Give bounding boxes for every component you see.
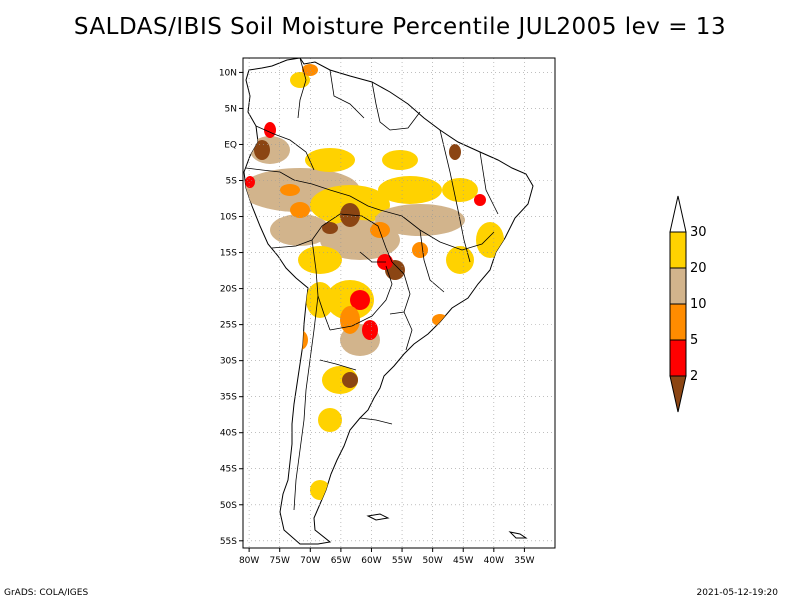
moisture-region — [370, 222, 390, 238]
moisture-region — [382, 150, 418, 170]
lon-tick-label: 60W — [361, 556, 381, 566]
moisture-region — [306, 282, 334, 318]
lon-tick-label: 55W — [392, 556, 412, 566]
moisture-region — [442, 178, 478, 202]
moisture-region — [342, 372, 358, 388]
moisture-region — [446, 246, 474, 274]
lon-tick-label: 75W — [270, 556, 290, 566]
moisture-region — [340, 306, 360, 334]
moisture-region — [298, 246, 342, 274]
colorbar: 30 20 10 5 2 — [669, 195, 707, 413]
plot-frame — [242, 57, 556, 549]
latitude-axis: 10N 5N EQ 5S 10S 15S 20S 25S 30S 35S 40S 45S 50S 55S — [219, 68, 243, 547]
moisture-region — [322, 222, 338, 234]
colorbar-bottom-arrow — [669, 375, 687, 413]
footer-timestamp: 2021-05-12-19:20 — [696, 588, 779, 598]
moisture-region — [474, 194, 486, 206]
lat-tick-label: 10N — [219, 68, 237, 78]
lon-tick-label: 50W — [422, 556, 442, 566]
colorbar-label: 10 — [690, 297, 707, 312]
lat-tick-label: 50S — [220, 501, 237, 511]
moisture-region — [292, 330, 308, 350]
lat-tick-label: 25S — [220, 321, 237, 331]
moisture-region — [305, 148, 355, 172]
lon-tick-label: 70W — [300, 556, 320, 566]
continent-outline — [243, 57, 534, 545]
colorbar-segment — [669, 303, 687, 341]
moisture-region — [476, 222, 504, 258]
lat-tick-label: 5S — [226, 177, 238, 187]
moisture-region — [362, 320, 378, 340]
country-borders — [245, 57, 499, 511]
gridlines — [243, 58, 555, 548]
lon-tick-label: 40W — [484, 556, 504, 566]
lat-tick-label: 35S — [220, 393, 237, 403]
colorbar-label: 5 — [690, 333, 698, 348]
lon-tick-label: 80W — [239, 556, 259, 566]
moisture-region — [318, 408, 342, 432]
lon-tick-label: 65W — [331, 556, 351, 566]
moisture-region — [375, 204, 465, 236]
moisture-region — [290, 202, 310, 218]
moisture-region — [310, 480, 330, 500]
colorbar-segment — [669, 339, 687, 377]
lat-tick-label: 20S — [220, 285, 237, 295]
moisture-region — [350, 290, 370, 310]
lat-tick-label: 30S — [220, 357, 237, 367]
lat-tick-label: 40S — [220, 429, 237, 439]
map-title: SALDAS/IBIS Soil Moisture Percentile JUL… — [73, 14, 727, 40]
lat-tick-label: 5N — [225, 104, 237, 114]
moisture-region — [378, 176, 442, 204]
islands — [366, 513, 528, 539]
lon-tick-label: 45W — [453, 556, 473, 566]
moisture-region — [280, 184, 300, 196]
moisture-region — [254, 140, 270, 160]
lon-tick-label: 35W — [514, 556, 534, 566]
colorbar-label: 20 — [690, 261, 707, 276]
colorbar-label: 2 — [690, 369, 698, 384]
moisture-region — [412, 242, 428, 258]
colorbar-top-arrow — [669, 195, 687, 233]
footer-credit: GrADS: COLA/IGES — [4, 588, 89, 598]
colorbar-segment — [669, 231, 687, 269]
lat-tick-label: 55S — [220, 537, 237, 547]
lat-tick-label: 10S — [220, 213, 237, 223]
colorbar-label: 30 — [690, 225, 707, 240]
moisture-region — [264, 122, 276, 138]
colorbar-segment — [669, 267, 687, 305]
moisture-region — [245, 176, 255, 188]
lat-tick-label: 45S — [220, 465, 237, 475]
moisture-region — [270, 214, 330, 246]
longitude-axis: 80W 75W 70W 65W 60W 55W 50W 45W 40W 35W — [239, 548, 535, 566]
lat-tick-label: 15S — [220, 249, 237, 259]
lat-tick-label: EQ — [224, 140, 237, 150]
moisture-region — [449, 144, 461, 160]
